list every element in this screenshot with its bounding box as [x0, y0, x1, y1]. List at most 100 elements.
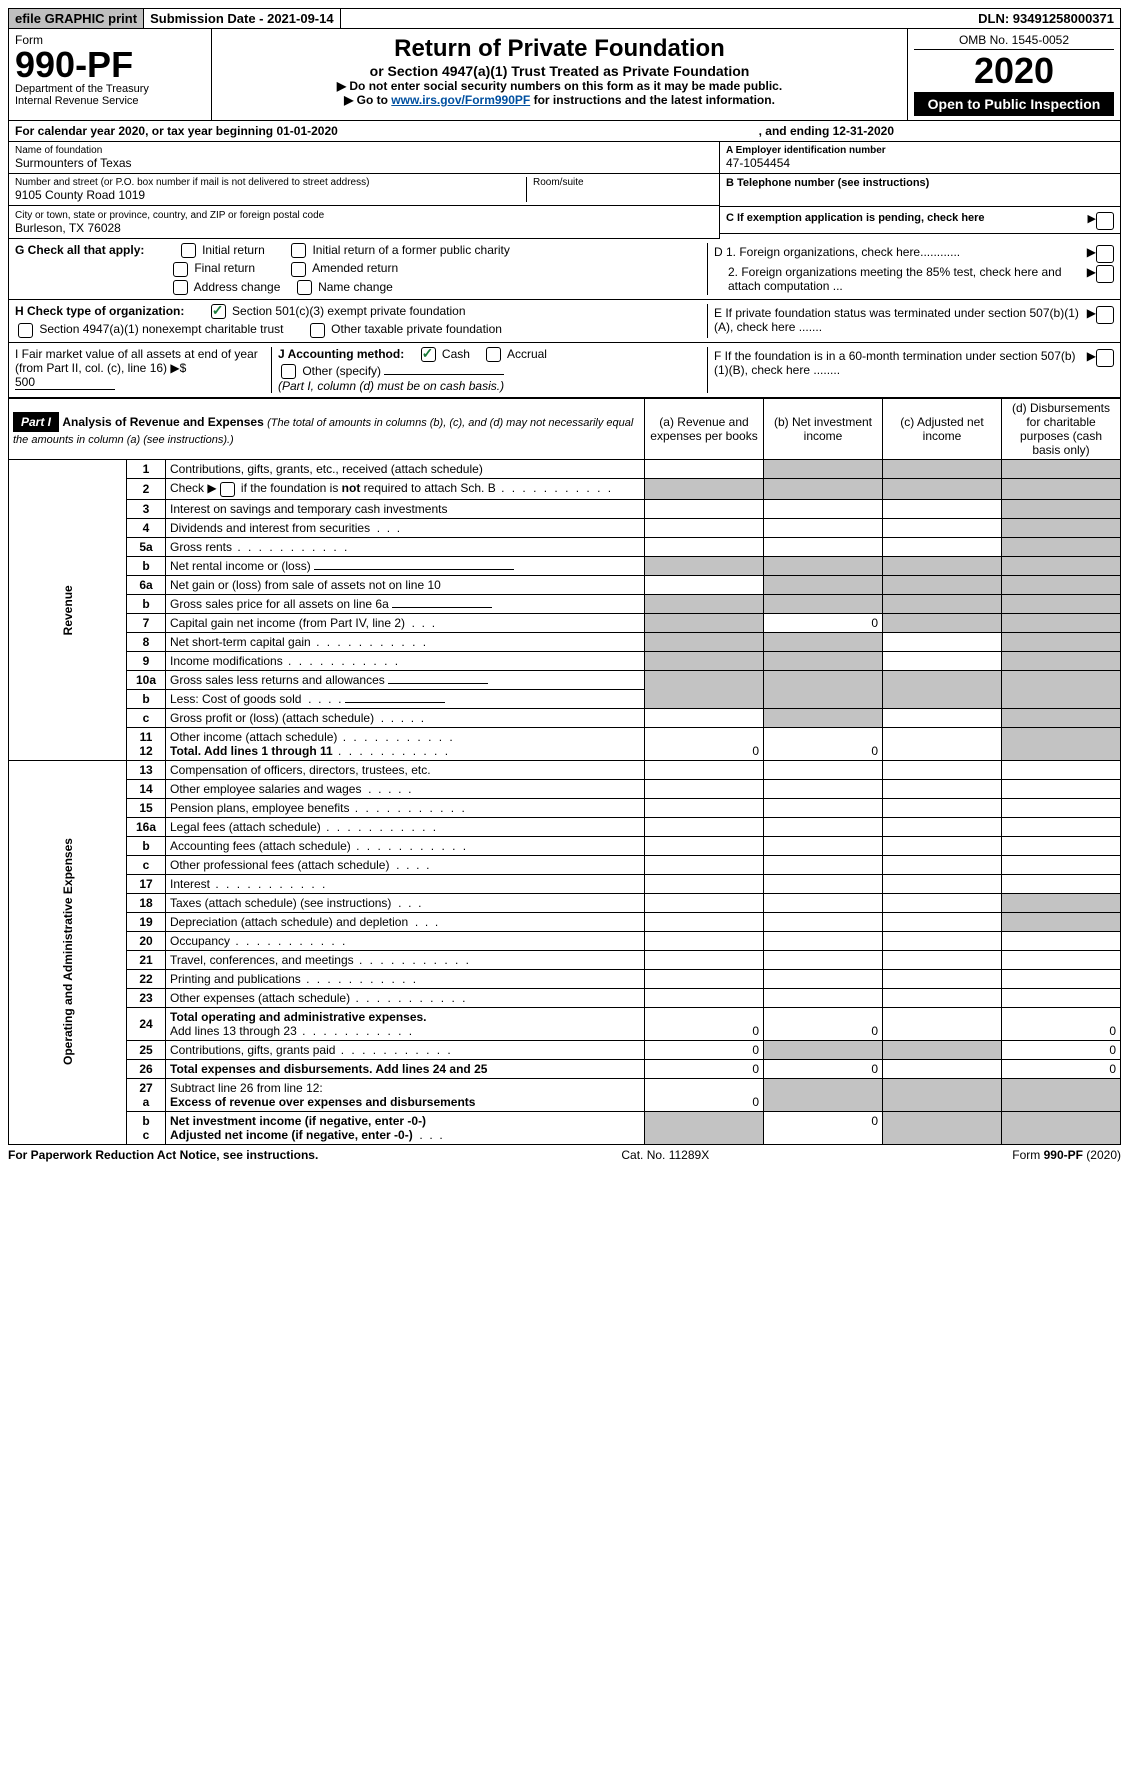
i-label: I Fair market value of all assets at end… [15, 347, 258, 375]
h-501c3-checkbox[interactable] [211, 304, 226, 319]
line-21: Travel, conferences, and meetings [166, 950, 645, 969]
revenue-label: Revenue [9, 460, 127, 760]
line-10b: Less: Cost of goods sold . . . . [166, 689, 645, 708]
foundation-name-cell: Name of foundation Surmounters of Texas [9, 142, 719, 174]
line-10c: Gross profit or (loss) (attach schedule)… [166, 708, 645, 727]
l26-b: 0 [764, 1059, 883, 1078]
h-opt2: Section 4947(a)(1) nonexempt charitable … [39, 322, 283, 336]
g-amended-checkbox[interactable] [291, 262, 306, 277]
line-10a: Gross sales less returns and allowances [166, 670, 645, 689]
line-4: Dividends and interest from securities .… [166, 518, 645, 537]
calendar-end: , and ending 12-31-2020 [759, 124, 894, 138]
c-text: C If exemption application is pending, c… [726, 212, 1088, 224]
line-17: Interest [166, 874, 645, 893]
line-9: Income modifications [166, 651, 645, 670]
part1-table: Part I Analysis of Revenue and Expenses … [8, 398, 1121, 1144]
l25-d: 0 [1002, 1040, 1121, 1059]
l27b-b: 0 [764, 1111, 883, 1144]
city-c-block: City or town, state or province, country… [8, 207, 1121, 239]
city-cell: City or town, state or province, country… [9, 207, 719, 239]
j-accrual-checkbox[interactable] [486, 347, 501, 362]
g-initial-checkbox[interactable] [181, 243, 196, 258]
line-19: Depreciation (attach schedule) and deple… [166, 912, 645, 931]
j-accrual: Accrual [507, 347, 547, 361]
section-j: J Accounting method: Cash Accrual Other … [272, 347, 701, 394]
l25-a: 0 [645, 1040, 764, 1059]
h-other-checkbox[interactable] [310, 323, 325, 338]
h-opt1: Section 501(c)(3) exempt private foundat… [232, 304, 465, 318]
g-name-checkbox[interactable] [297, 280, 312, 295]
irs: Internal Revenue Service [15, 95, 205, 107]
line-6a: Net gain or (loss) from sale of assets n… [166, 575, 645, 594]
g-label: G Check all that apply: [15, 243, 144, 257]
col-d-header: (d) Disbursements for charitable purpose… [1002, 399, 1121, 460]
h-4947-checkbox[interactable] [18, 323, 33, 338]
efile-print-button[interactable]: efile GRAPHIC print [9, 9, 144, 28]
ein-cell: A Employer identification number 47-1054… [720, 142, 1120, 174]
l26-d: 0 [1002, 1059, 1121, 1078]
j-cash-checkbox[interactable] [421, 347, 436, 362]
l24-a: 0 [645, 1007, 764, 1040]
g-address-checkbox[interactable] [173, 280, 188, 295]
h-e-block: H Check type of organization: Section 50… [8, 300, 1121, 343]
form-number: 990-PF [15, 47, 205, 83]
line-26: Total expenses and disbursements. Add li… [166, 1059, 645, 1078]
l26-a: 0 [645, 1059, 764, 1078]
l2-pre: Check ▶ [170, 481, 217, 495]
l2-checkbox[interactable] [220, 482, 235, 497]
submission-date: Submission Date - 2021-09-14 [144, 9, 341, 28]
g-final: Final return [194, 261, 255, 275]
footer-mid: Cat. No. 11289X [621, 1148, 709, 1162]
instructions-link[interactable]: www.irs.gov/Form990PF [391, 93, 530, 107]
j-cash: Cash [442, 347, 470, 361]
top-bar: efile GRAPHIC print Submission Date - 20… [8, 8, 1121, 29]
tax-year: 2020 [914, 50, 1114, 92]
section-g: G Check all that apply: Initial return I… [15, 243, 701, 295]
footer-left: For Paperwork Reduction Act Notice, see … [8, 1148, 318, 1162]
arrow-icon: ▶ [1087, 349, 1096, 363]
l7-b: 0 [764, 613, 883, 632]
dln: DLN: 93491258000371 [972, 9, 1120, 28]
d2-checkbox[interactable] [1096, 265, 1114, 283]
j-other-checkbox[interactable] [281, 364, 296, 379]
line-16a: Legal fees (attach schedule) [166, 817, 645, 836]
g-initial-former-checkbox[interactable] [291, 243, 306, 258]
line-20: Occupancy [166, 931, 645, 950]
d2-text: 2. Foreign organizations meeting the 85%… [714, 265, 1087, 293]
line-18: Taxes (attach schedule) (see instruction… [166, 893, 645, 912]
addr-value: 9105 County Road 1019 [15, 188, 526, 202]
line-7: Capital gain net income (from Part IV, l… [166, 613, 645, 632]
arrow-icon: ▶ [1088, 212, 1096, 225]
line-27a: Subtract line 26 from line 12:Excess of … [166, 1078, 645, 1111]
j-other: Other (specify) [302, 364, 381, 378]
c-checkbox[interactable] [1096, 212, 1114, 230]
arrow-icon: ▶ [1087, 245, 1096, 259]
address-cell: Number and street (or P.O. box number if… [9, 174, 719, 206]
line-16c: Other professional fees (attach schedule… [166, 855, 645, 874]
g-final-checkbox[interactable] [173, 262, 188, 277]
line-25: Contributions, gifts, grants paid [166, 1040, 645, 1059]
h-opt3: Other taxable private foundation [331, 322, 502, 336]
col-c-header: (c) Adjusted net income [883, 399, 1002, 460]
e-checkbox[interactable] [1096, 306, 1114, 324]
d1-checkbox[interactable] [1096, 245, 1114, 263]
section-i: I Fair market value of all assets at end… [15, 347, 272, 394]
section-d: D 1. Foreign organizations, check here..… [707, 243, 1114, 295]
ein-label: A Employer identification number [726, 145, 1114, 156]
line-6b: Gross sales price for all assets on line… [166, 594, 645, 613]
g-amended: Amended return [312, 261, 398, 275]
line-5a: Gross rents [166, 537, 645, 556]
i-arrow: ▶$ [170, 361, 186, 375]
city-label: City or town, state or province, country… [15, 210, 713, 221]
city-value: Burleson, TX 76028 [15, 221, 713, 235]
line-14: Other employee salaries and wages . . . … [166, 779, 645, 798]
calendar-begin: For calendar year 2020, or tax year begi… [15, 124, 338, 138]
j-note: (Part I, column (d) must be on cash basi… [278, 379, 695, 393]
form-title: Return of Private Foundation [220, 35, 899, 63]
f-text: F If the foundation is in a 60-month ter… [714, 349, 1087, 377]
expenses-label: Operating and Administrative Expenses [9, 760, 127, 1144]
line-24: Total operating and administrative expen… [166, 1007, 645, 1040]
h-label: H Check type of organization: [15, 304, 184, 318]
f-checkbox[interactable] [1096, 349, 1114, 367]
l2-post: if the foundation is not required to att… [238, 481, 496, 495]
